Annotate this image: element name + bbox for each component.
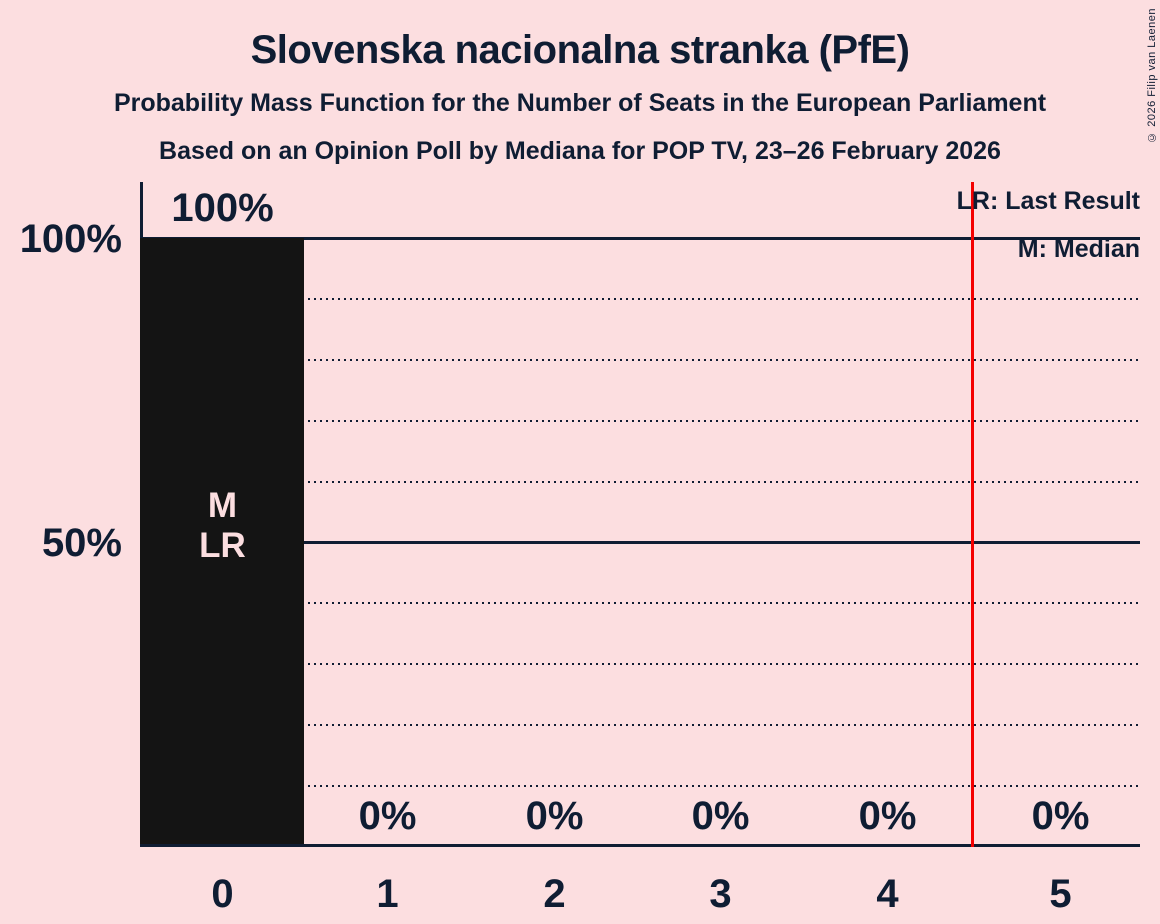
gridline-20 bbox=[140, 724, 1140, 726]
last-result-line bbox=[971, 182, 974, 847]
x-tick-2: 2 bbox=[543, 872, 566, 916]
gridline-90 bbox=[140, 298, 1140, 300]
bar-median-lastresult-marker: M LR bbox=[140, 486, 305, 566]
median-marker: M bbox=[207, 486, 238, 525]
gridline-30 bbox=[140, 663, 1140, 665]
gridline-40 bbox=[140, 602, 1140, 604]
y-axis-label-100: 100% bbox=[19, 217, 122, 261]
legend-median: M: Median bbox=[1017, 235, 1140, 263]
chart-subtitle: Probability Mass Function for the Number… bbox=[113, 89, 1047, 117]
gridline-70 bbox=[140, 420, 1140, 422]
legend-last-result: LR: Last Result bbox=[956, 187, 1140, 215]
bar-value-label-4: 0% bbox=[858, 794, 917, 838]
plot-area: 100% M LR 0% 0% 0% 0% 0% bbox=[140, 182, 1140, 847]
gridline-50 bbox=[140, 541, 1140, 544]
x-tick-0: 0 bbox=[211, 872, 234, 916]
x-tick-4: 4 bbox=[876, 872, 899, 916]
gridline-80 bbox=[140, 359, 1140, 361]
chart-title: Slovenska nacionalna stranka (PfE) bbox=[250, 28, 910, 72]
y-axis-label-50: 50% bbox=[41, 521, 122, 565]
bar-value-label-3: 0% bbox=[691, 794, 750, 838]
last-result-marker: LR bbox=[199, 526, 246, 565]
x-tick-1: 1 bbox=[376, 872, 399, 916]
bar-value-label-0: 100% bbox=[171, 186, 274, 230]
x-axis-line bbox=[140, 844, 1140, 847]
gridline-10 bbox=[140, 785, 1140, 787]
bar-seats-0 bbox=[140, 238, 304, 844]
bar-value-label-2: 0% bbox=[525, 794, 584, 838]
x-axis-tick-labels: 0 1 2 3 4 5 bbox=[140, 874, 1140, 918]
x-tick-3: 3 bbox=[709, 872, 732, 916]
bar-value-label-5: 0% bbox=[1031, 794, 1090, 838]
gridline-100 bbox=[140, 237, 1140, 240]
chart-source-subtitle: Based on an Opinion Poll by Mediana for … bbox=[159, 137, 1001, 165]
legend: LR: Last Result M: Median bbox=[957, 177, 1140, 273]
bar-value-label-1: 0% bbox=[358, 794, 417, 838]
x-tick-5: 5 bbox=[1049, 872, 1072, 916]
gridline-60 bbox=[140, 481, 1140, 483]
